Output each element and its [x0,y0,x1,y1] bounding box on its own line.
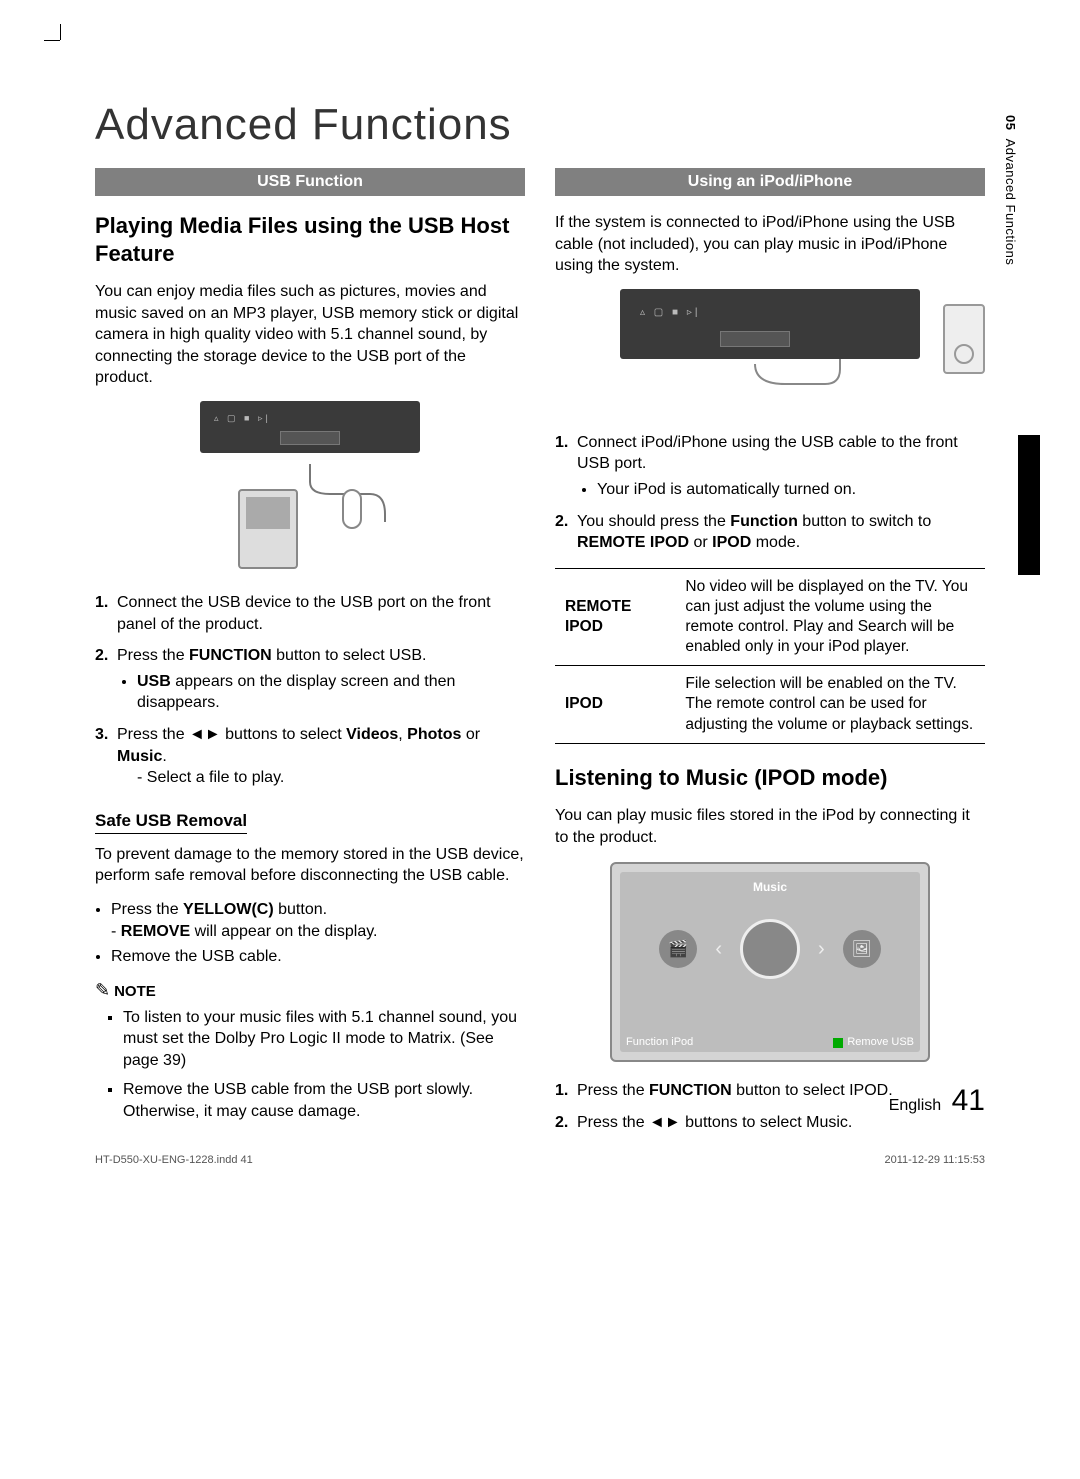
step-1: Connect the USB device to the USB port o… [95,592,525,635]
menu-icon: 🎬 [659,930,697,968]
print-timestamp: 2011-12-29 11:15:53 [884,1154,985,1166]
menu-icon: 🖼 [843,930,881,968]
table-row: REMOTE IPOD No video will be displayed o… [555,568,985,666]
safe-bullet-1: Press the YELLOW(C) button. - REMOVE wil… [111,899,525,942]
section-bar-usb: USB Function [95,168,525,196]
ipod-device-icon [943,304,985,374]
step-3: Press the ◄► buttons to select Videos, P… [95,724,525,789]
ipod-connection-diagram: ▵ ▢ ■ ▹| [555,289,985,414]
nav-left-icon: ‹ [715,938,722,961]
ipod-steps-list: Connect iPod/iPhone using the USB cable … [555,432,985,554]
note-icon: ✎ [95,980,110,1000]
usb-connection-diagram: ▵ ▢ ■ ▹| [95,401,525,574]
ipod-intro-text: If the system is connected to iPod/iPhon… [555,212,985,277]
note-item-2: Remove the USB cable from the USB port s… [123,1079,525,1122]
note-heading: ✎NOTE [95,980,525,1001]
nav-right-icon: › [818,938,825,961]
screen-remove-label: Remove USB [833,1036,914,1048]
note-list: To listen to your music files with 5.1 c… [123,1007,525,1123]
document-page: 05 Advanced Functions Advanced Functions… [0,0,1080,1208]
step-3-dash: - Select a file to play. [137,767,525,789]
ipod-menu-screenshot: Music 🎬 ‹ › 🖼 Function iPod Remove USB [610,862,930,1062]
footer-language: English [889,1097,941,1114]
thumb-tab [1018,435,1040,575]
ipod-step-1: Connect iPod/iPhone using the USB cable … [555,432,985,501]
usb-heading: Playing Media Files using the USB Host F… [95,212,525,267]
screen-function-label: Function iPod [626,1036,693,1048]
side-tab: 05 Advanced Functions [1003,115,1018,265]
table-row: IPOD File selection will be enabled on t… [555,666,985,743]
device-front-panel-icon: ▵ ▢ ■ ▹| [620,289,920,359]
usb-intro-text: You can enjoy media files such as pictur… [95,281,525,389]
mode-key-remote: REMOTE IPOD [555,568,675,666]
chapter-name: Advanced Functions [1003,139,1018,266]
green-button-icon [833,1038,843,1048]
safe-bullet-2: Remove the USB cable. [111,946,525,968]
section-bar-ipod: Using an iPod/iPhone [555,168,985,196]
left-column: USB Function Playing Media Files using t… [95,168,525,1148]
page-footer: English 41 [889,1084,985,1118]
listening-text: You can play music files stored in the i… [555,805,985,848]
mp3-player-icon [238,489,298,569]
usb-stick-icon [342,489,362,529]
mode-desc-remote: No video will be displayed on the TV. Yo… [675,568,985,666]
device-front-panel-icon: ▵ ▢ ■ ▹| [200,401,420,453]
step-2: Press the FUNCTION button to select USB.… [95,645,525,714]
music-icon [740,919,800,979]
ipod-cable-icon [555,354,875,404]
mode-desc-ipod: File selection will be enabled on the TV… [675,666,985,743]
step-2-bullet: USB appears on the display screen and th… [137,671,525,714]
safe-removal-text: To prevent damage to the memory stored i… [95,844,525,887]
ipod-step-1-bullet: Your iPod is automatically turned on. [597,479,985,501]
ipod-mode-table: REMOTE IPOD No video will be displayed o… [555,568,985,744]
note-item-1: To listen to your music files with 5.1 c… [123,1007,525,1072]
screen-title: Music [612,880,928,894]
ipod-step-2: You should press the Function button to … [555,511,985,554]
safe-removal-heading: Safe USB Removal [95,811,247,834]
mode-key-ipod: IPOD [555,666,675,743]
chapter-number: 05 [1003,115,1018,130]
listening-heading: Listening to Music (IPOD mode) [555,764,985,792]
usb-steps-list: Connect the USB device to the USB port o… [95,592,525,789]
print-metadata: HT-D550-XU-ENG-1228.indd 41 2011-12-29 1… [95,1154,985,1166]
right-column: Using an iPod/iPhone If the system is co… [555,168,985,1148]
print-filename: HT-D550-XU-ENG-1228.indd 41 [95,1154,253,1166]
footer-page-number: 41 [952,1084,985,1117]
page-title: Advanced Functions [95,100,985,150]
